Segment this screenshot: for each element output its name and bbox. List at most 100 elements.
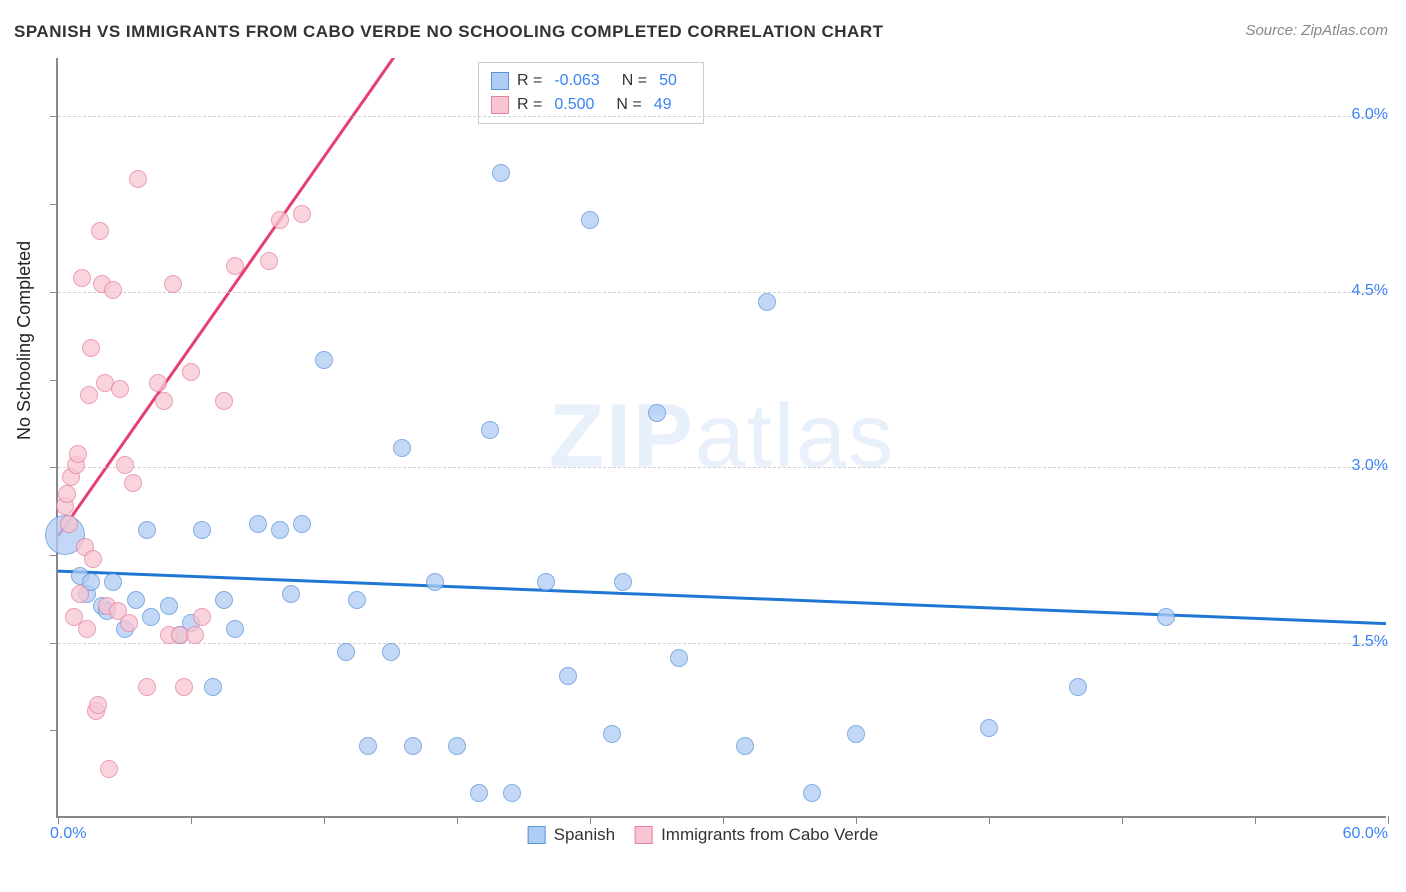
data-point xyxy=(138,678,156,696)
watermark-rest: atlas xyxy=(695,387,895,487)
data-point xyxy=(80,386,98,404)
series-legend: Spanish Immigrants from Cabo Verde xyxy=(528,825,879,845)
data-point xyxy=(614,573,632,591)
y-tick-label: 4.5% xyxy=(1352,282,1388,300)
data-point xyxy=(648,404,666,422)
y-tick-minor xyxy=(50,204,58,205)
data-point xyxy=(204,678,222,696)
n-label: N = xyxy=(622,69,647,93)
n-value-cabo-verde: 49 xyxy=(654,93,672,117)
data-point xyxy=(69,445,87,463)
data-point xyxy=(160,597,178,615)
gridline xyxy=(58,643,1386,644)
x-tick xyxy=(191,816,192,824)
data-point xyxy=(226,257,244,275)
correlation-legend-row-2: R = 0.500 N = 49 xyxy=(491,93,691,117)
r-value-spanish: -0.063 xyxy=(554,69,599,93)
gridline xyxy=(58,292,1386,293)
regression-line xyxy=(58,571,1386,623)
gridline xyxy=(58,467,1386,468)
data-point xyxy=(215,591,233,609)
data-point xyxy=(142,608,160,626)
series-legend-item-spanish: Spanish xyxy=(528,825,615,845)
data-point xyxy=(293,205,311,223)
data-point xyxy=(736,737,754,755)
regression-lines-layer xyxy=(58,58,1386,816)
data-point xyxy=(847,725,865,743)
data-point xyxy=(293,515,311,533)
data-point xyxy=(84,550,102,568)
data-point xyxy=(71,585,89,603)
data-point xyxy=(758,293,776,311)
gridline xyxy=(58,116,1386,117)
data-point xyxy=(104,573,122,591)
data-point xyxy=(603,725,621,743)
data-point xyxy=(91,222,109,240)
data-point xyxy=(104,281,122,299)
y-tick-minor xyxy=(50,555,58,556)
x-tick xyxy=(856,816,857,824)
data-point xyxy=(186,626,204,644)
y-tick xyxy=(50,292,58,293)
data-point xyxy=(111,380,129,398)
r-label: R = xyxy=(517,93,542,117)
correlation-legend: R = -0.063 N = 50 R = 0.500 N = 49 xyxy=(478,62,704,124)
x-tick xyxy=(58,816,59,824)
x-tick xyxy=(1122,816,1123,824)
n-label: N = xyxy=(616,93,641,117)
data-point xyxy=(226,620,244,638)
data-point xyxy=(82,339,100,357)
data-point xyxy=(271,521,289,539)
source-attribution: Source: ZipAtlas.com xyxy=(1245,22,1388,39)
chart-title: SPANISH VS IMMIGRANTS FROM CABO VERDE NO… xyxy=(14,22,884,42)
series-name-spanish: Spanish xyxy=(554,825,615,845)
data-point xyxy=(193,521,211,539)
legend-swatch-cabo-verde xyxy=(491,96,509,114)
y-tick-label: 1.5% xyxy=(1352,633,1388,651)
data-point xyxy=(359,737,377,755)
legend-swatch-spanish xyxy=(491,72,509,90)
data-point xyxy=(149,374,167,392)
data-point xyxy=(164,275,182,293)
data-point xyxy=(393,439,411,457)
y-tick xyxy=(50,643,58,644)
x-tick xyxy=(1388,816,1389,824)
data-point xyxy=(271,211,289,229)
data-point xyxy=(481,421,499,439)
data-point xyxy=(980,719,998,737)
data-point xyxy=(348,591,366,609)
x-tick xyxy=(457,816,458,824)
data-point xyxy=(249,515,267,533)
data-point xyxy=(382,643,400,661)
data-point xyxy=(1157,608,1175,626)
data-point xyxy=(803,784,821,802)
data-point xyxy=(404,737,422,755)
data-point xyxy=(182,363,200,381)
y-tick-minor xyxy=(50,380,58,381)
data-point xyxy=(155,392,173,410)
y-axis-label: No Schooling Completed xyxy=(14,241,35,440)
data-point xyxy=(503,784,521,802)
data-point xyxy=(470,784,488,802)
legend-swatch-cabo-verde xyxy=(635,826,653,844)
data-point xyxy=(127,591,145,609)
correlation-legend-row-1: R = -0.063 N = 50 xyxy=(491,69,691,93)
data-point xyxy=(100,760,118,778)
x-tick xyxy=(1255,816,1256,824)
y-tick-label: 3.0% xyxy=(1352,457,1388,475)
r-value-cabo-verde: 0.500 xyxy=(554,93,594,117)
data-point xyxy=(670,649,688,667)
series-legend-item-cabo-verde: Immigrants from Cabo Verde xyxy=(635,825,878,845)
data-point xyxy=(78,620,96,638)
x-axis-min-label: 0.0% xyxy=(50,825,86,843)
data-point xyxy=(260,252,278,270)
data-point xyxy=(337,643,355,661)
data-point xyxy=(193,608,211,626)
r-label: R = xyxy=(517,69,542,93)
data-point xyxy=(116,456,134,474)
data-point xyxy=(138,521,156,539)
data-point xyxy=(492,164,510,182)
x-tick xyxy=(324,816,325,824)
data-point xyxy=(73,269,91,287)
data-point xyxy=(129,170,147,188)
